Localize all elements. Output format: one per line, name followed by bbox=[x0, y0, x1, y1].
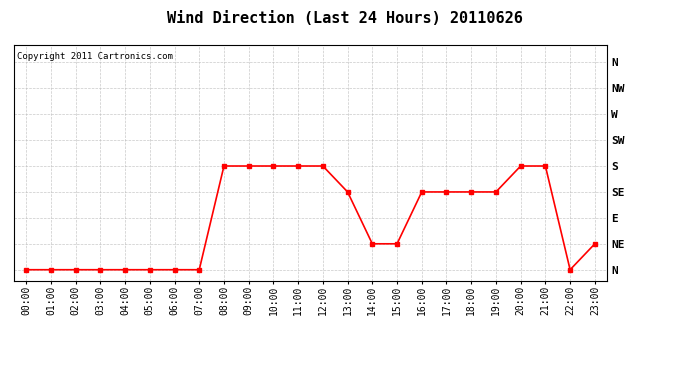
Text: Wind Direction (Last 24 Hours) 20110626: Wind Direction (Last 24 Hours) 20110626 bbox=[167, 11, 523, 26]
Text: Copyright 2011 Cartronics.com: Copyright 2011 Cartronics.com bbox=[17, 52, 172, 61]
